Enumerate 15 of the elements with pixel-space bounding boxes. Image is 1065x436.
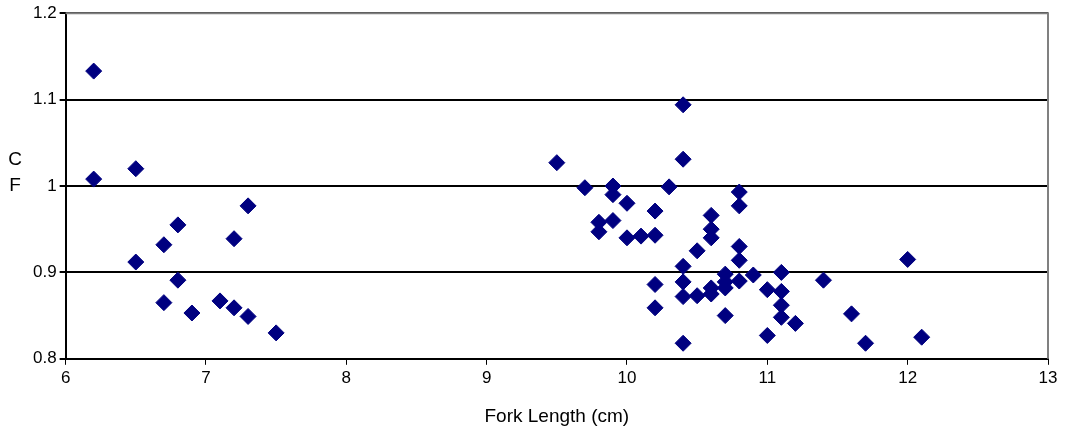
y-tick-label: 1 [47,175,57,195]
y-tick-label: 1.1 [32,89,57,109]
x-tick-label: 9 [481,367,492,387]
x-tick-label: 13 [1038,367,1058,387]
y-tick-label: 0.8 [32,348,57,368]
x-tick-label: 6 [60,367,71,387]
x-tick-label: 8 [341,367,352,387]
x-tick-label: 11 [758,367,777,387]
x-tick-label: 12 [898,367,918,387]
y-tick-label: 1.2 [32,2,57,22]
x-tick-label: 10 [617,367,637,387]
y-axis-title: CF [8,147,22,197]
x-axis-title: Fork Length (cm) [484,404,630,426]
x-tick-label: 7 [201,367,211,387]
y-tick-label: 0.9 [32,262,57,282]
